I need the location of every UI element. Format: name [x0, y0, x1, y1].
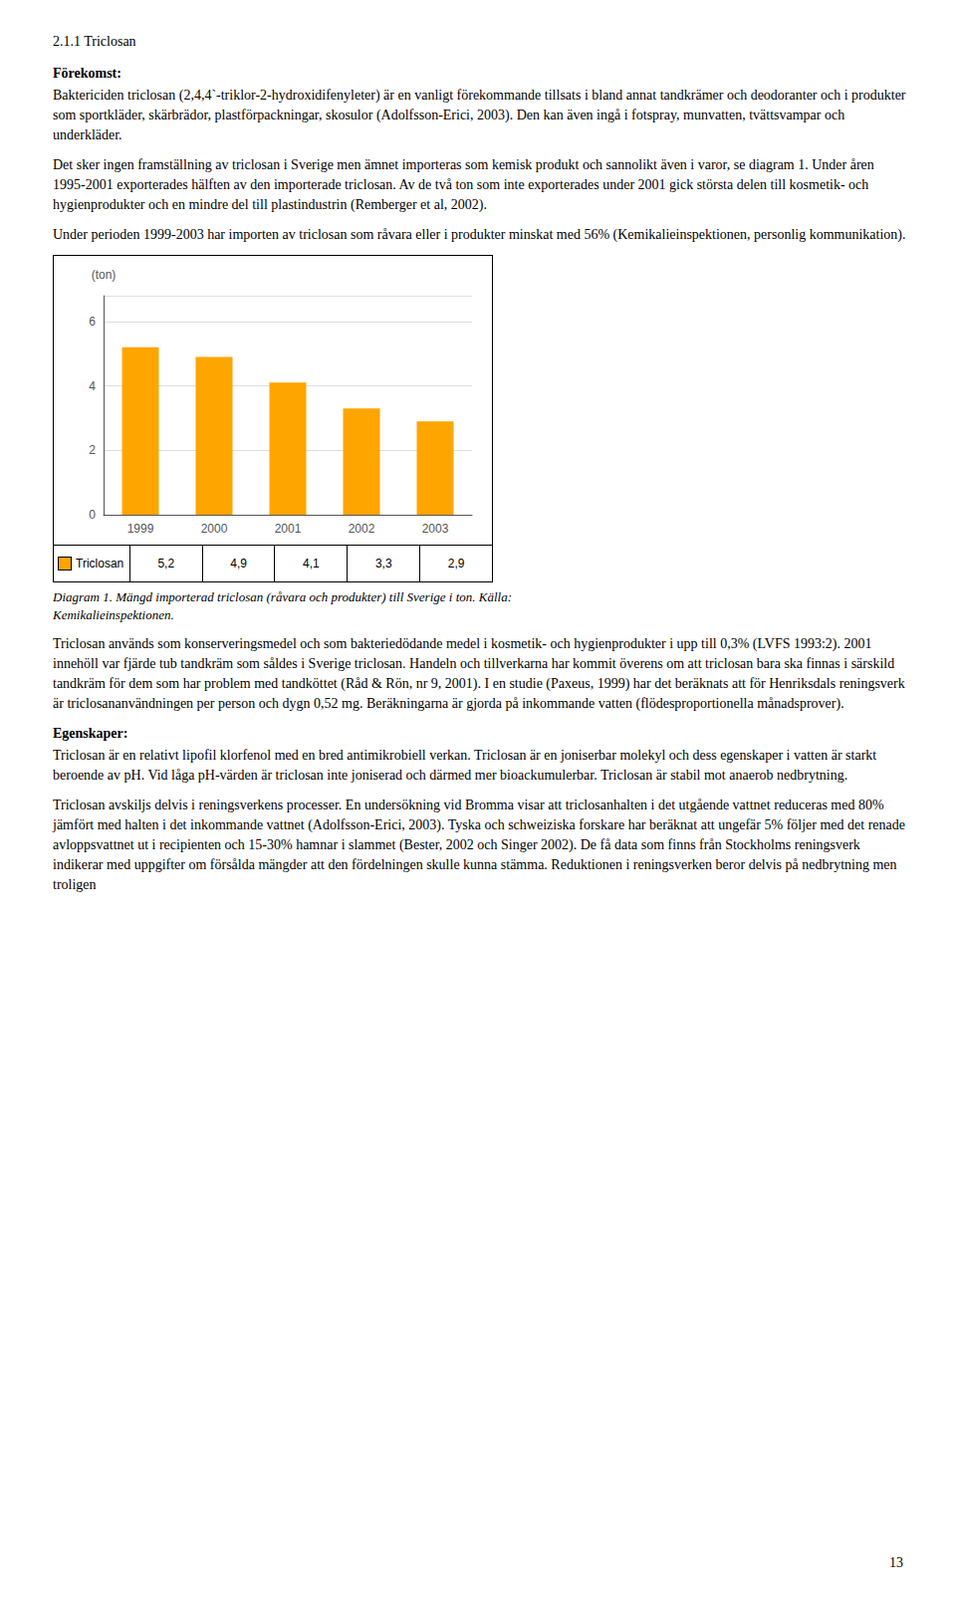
html-text:Under perioden 1999-2003 har i: Under perioden 1999-2003 har importen av…: [52, 227, 906, 242]
svg-text:(ton): (ton): [91, 267, 117, 282]
html-text:2.1.1 Triclosan: 2.1.1 Triclosan: [52, 33, 137, 49]
svg-text:2000: 2000: [201, 521, 229, 536]
html-text:Det sker ingen framställning a: Det sker ingen framställning av triclosa…: [52, 157, 875, 213]
html-text:4,9: 4,9: [230, 556, 247, 571]
svg-text:2001: 2001: [274, 521, 302, 536]
html-text:4,1: 4,1: [302, 556, 320, 571]
svg-text:4: 4: [88, 379, 96, 394]
svg-text:1999: 1999: [127, 521, 155, 536]
html-text:Egenskaper:: Egenskaper:: [52, 725, 128, 741]
svg-text:2002: 2002: [348, 521, 376, 536]
html-text:Triclosan avskiljs delvis i re: Triclosan avskiljs delvis i reningsverke…: [52, 797, 906, 893]
svg-text:2: 2: [88, 443, 96, 458]
html-text:Triclosan: Triclosan: [75, 556, 124, 571]
svg-text:2003: 2003: [422, 521, 450, 536]
html-text:2,9: 2,9: [447, 556, 465, 571]
html-text:Triclosan är en relativt lipof: Triclosan är en relativt lipofil klorfen…: [52, 747, 877, 783]
svg-text:0: 0: [88, 507, 96, 522]
html-text:13: 13: [889, 1555, 904, 1571]
html-text:3,3: 3,3: [375, 556, 392, 571]
html-text:Triclosan används som konserve: Triclosan används som konserveringsmedel…: [52, 636, 905, 712]
html-text:5,2: 5,2: [157, 556, 175, 571]
svg-text:6: 6: [88, 314, 96, 329]
html-text:Baktericiden triclosan (2,4,4`: Baktericiden triclosan (2,4,4`-triklor-2…: [52, 87, 906, 143]
html-text:Förekomst:: Förekomst:: [52, 65, 122, 81]
html-text:Diagram 1. Mängd importerad tr: Diagram 1. Mängd importerad triclosan (r…: [52, 589, 512, 623]
